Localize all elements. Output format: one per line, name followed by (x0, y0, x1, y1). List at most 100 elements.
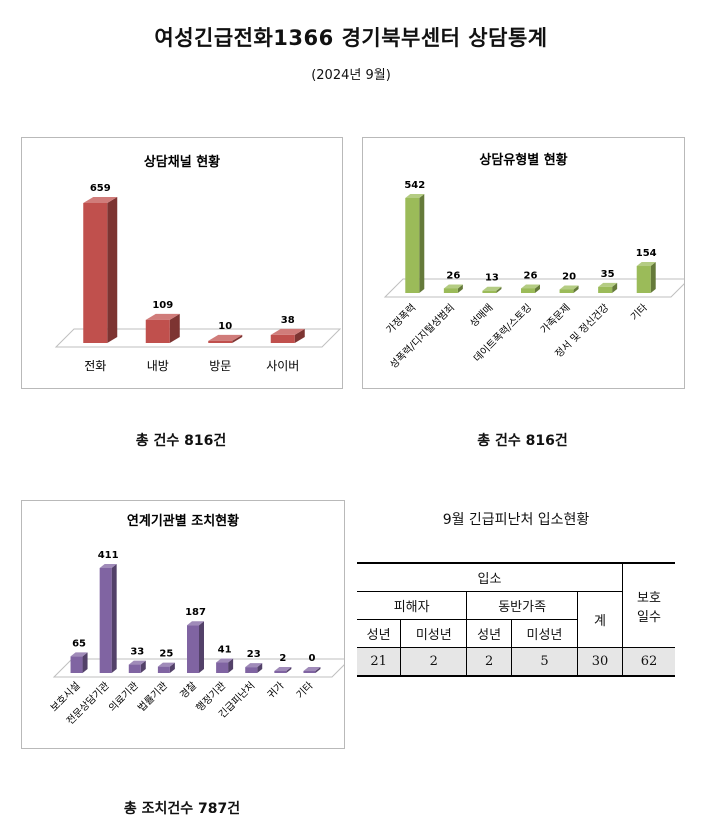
value-label: 26 (524, 270, 538, 281)
category-label: 전화 (84, 359, 106, 373)
bar-2 (99, 564, 117, 673)
category-label: 법률기관 (135, 680, 170, 715)
category-label: 기타 (628, 302, 650, 324)
bar-side (257, 663, 263, 673)
bar-front (270, 334, 295, 343)
bar-top (83, 197, 118, 203)
value-label: 10 (218, 321, 232, 332)
bar-side (107, 197, 118, 343)
bar-top (443, 284, 463, 289)
bar-side (612, 282, 618, 293)
bar-side (199, 621, 204, 673)
bar-side (140, 660, 146, 673)
bar-side (496, 286, 502, 293)
sub-adult-family: 성년 (466, 619, 512, 648)
bar-top (636, 262, 656, 267)
category-label: 내방 (147, 359, 169, 373)
value-label: 109 (152, 300, 173, 311)
value-label: 41 (218, 645, 232, 656)
bar-front (405, 198, 420, 293)
bar-side (573, 285, 579, 293)
bar-top (70, 652, 88, 657)
chart-title: 상담유형별 현황 (479, 152, 567, 168)
bar-front (443, 288, 458, 293)
bar-front (157, 666, 170, 673)
bar-front (274, 671, 287, 673)
bar-front (482, 290, 497, 293)
value-label: 23 (247, 649, 261, 660)
bar-side (535, 284, 540, 293)
value-label: 25 (159, 649, 173, 660)
value-label: 659 (90, 183, 111, 194)
type-chart-panel: 상담유형별 현황 542 가정폭력 26 성폭력/디지털성범죄 13 성매매 26 데이트폭력/… (362, 137, 685, 389)
bar-front (83, 203, 108, 343)
bar-top (303, 667, 321, 671)
value-total: 30 (577, 647, 623, 677)
value-label: 38 (281, 315, 295, 326)
bar-top (559, 285, 579, 290)
header-victim: 피해자 (357, 591, 468, 620)
bar-top (128, 660, 146, 665)
header-total: 계 (577, 591, 623, 648)
sub-minor-victim: 미성년 (400, 619, 468, 648)
bar-2 (443, 284, 463, 293)
category-label: 의료기관 (106, 680, 141, 715)
bar-7 (245, 663, 263, 673)
bar-1 (70, 652, 88, 673)
value-family-adult: 2 (466, 647, 512, 677)
sub-adult-victim: 성년 (357, 619, 402, 648)
bar-5 (187, 621, 204, 673)
bar-5 (559, 285, 579, 293)
bar-side (169, 313, 180, 343)
bar-top (521, 284, 540, 289)
value-victim-adult: 21 (357, 647, 402, 677)
bar-front (145, 319, 170, 343)
bar-side (286, 667, 292, 673)
page-title: 여성긴급전화1366 경기북부센터 상담통계 (154, 26, 548, 50)
value-label: 13 (485, 273, 499, 284)
bar-top (187, 621, 204, 626)
value-family-minor: 5 (510, 647, 579, 677)
bar-side (294, 328, 305, 343)
bar-4 (157, 662, 175, 673)
channel-total: 총 건수 816건 (135, 433, 227, 449)
bar-top (405, 194, 425, 198)
bar-side (111, 564, 117, 673)
bar-side (650, 262, 656, 293)
refuge-table: 입소 보호 일수 피해자 동반가족 계 성년 미성년 성년 미성년 21 2 2… (357, 562, 675, 677)
value-victim-minor: 2 (400, 647, 468, 677)
bar-side (315, 667, 321, 673)
bar-front (187, 625, 199, 673)
channel-chart-panel: 상담채널 현황 659 전화 109 내방 10 방문 38 사이버 (21, 137, 343, 389)
value-protection-days: 62 (622, 647, 675, 677)
bar-front (303, 671, 316, 673)
sub-minor-family: 미성년 (510, 619, 578, 648)
page-subtitle: (2024년 9월) (311, 68, 391, 83)
bar-6 (216, 658, 234, 673)
value-label: 187 (185, 607, 206, 618)
bar-1 (405, 194, 425, 293)
bar-3 (482, 286, 502, 293)
header-admission: 입소 (357, 562, 623, 592)
bar-front (128, 664, 141, 673)
type-total: 총 건수 816건 (477, 433, 568, 449)
value-label: 33 (130, 647, 144, 658)
agency-chart-panel: 연계기관별 조치현황 65 보호시설 411 전문상담기관 33 의료기관 25 법률기관 187… (21, 500, 345, 749)
bar-side (457, 284, 463, 293)
bar-top (216, 658, 234, 663)
bar-8 (274, 667, 292, 673)
bar-top (208, 334, 243, 341)
bar-2 (145, 313, 180, 343)
bar-top (270, 328, 305, 335)
bar-front (598, 286, 613, 293)
type-chart: 상담유형별 현황542가정폭력26성폭력/디지털성범죄13성매매26데이트폭력/… (383, 152, 684, 371)
bar-3 (128, 660, 146, 673)
value-label: 542 (404, 180, 425, 191)
bar-side (228, 658, 234, 673)
category-label: 사이버 (266, 359, 299, 373)
header-family: 동반가족 (466, 591, 578, 620)
value-label: 35 (601, 269, 615, 280)
bar-side (169, 662, 175, 673)
bar-4 (521, 284, 540, 293)
bar-front (245, 667, 258, 673)
